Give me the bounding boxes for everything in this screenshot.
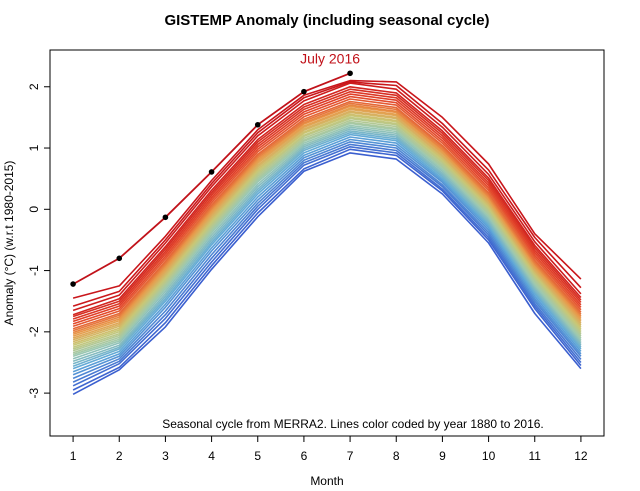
highlight-point xyxy=(116,255,123,262)
series-line-1912 xyxy=(72,130,582,365)
x-tick-label: 12 xyxy=(574,449,588,463)
series-line-1896 xyxy=(72,138,582,376)
series-line-2014 xyxy=(72,81,582,307)
series-line-1916 xyxy=(72,128,582,363)
x-tick-label: 7 xyxy=(347,449,354,463)
y-tick-label: 2 xyxy=(27,83,41,90)
series-line-1932 xyxy=(72,121,582,354)
series-line-1882 xyxy=(72,148,582,391)
x-tick-label: 4 xyxy=(208,449,215,463)
x-tick-label: 3 xyxy=(162,449,169,463)
series-lines xyxy=(72,79,582,396)
series-line-1920 xyxy=(72,126,582,360)
x-tick-label: 10 xyxy=(482,449,496,463)
x-tick-label: 8 xyxy=(393,449,400,463)
series-line-1880 xyxy=(72,152,582,396)
series-line-1936 xyxy=(72,119,582,352)
highlight-series xyxy=(70,70,353,287)
y-tick-label: -3 xyxy=(27,387,41,398)
series-line-1885 xyxy=(72,146,582,387)
y-tick-label: 0 xyxy=(27,206,41,213)
series-line-2008 xyxy=(72,86,582,316)
series-line-1888 xyxy=(72,143,582,383)
series-line-1996 xyxy=(72,93,582,323)
highlight-point xyxy=(208,169,215,175)
highlight-point xyxy=(347,70,353,77)
series-line-1900 xyxy=(72,136,582,373)
y-tick-label: -1 xyxy=(27,265,41,276)
highlight-label: July 2016 xyxy=(300,50,360,66)
highlight-point xyxy=(70,281,76,287)
series-line-2000 xyxy=(72,90,582,320)
series-line-1960 xyxy=(72,110,582,341)
highlight-point xyxy=(162,214,169,221)
series-line-1944 xyxy=(72,116,582,348)
highlight-point xyxy=(301,88,307,95)
x-tick-label: 1 xyxy=(70,449,77,463)
x-tick-label: 11 xyxy=(529,449,542,463)
x-axis-label: Month xyxy=(310,474,343,488)
series-line-1988 xyxy=(72,98,582,328)
y-axis: -3 -2 -1 0 1 2 xyxy=(27,83,50,398)
series-line-1952 xyxy=(72,113,582,345)
y-tick-label: -2 xyxy=(27,326,41,337)
series-line-1980 xyxy=(72,102,582,332)
y-tick-label: 1 xyxy=(27,144,41,151)
series-line-2015 xyxy=(72,79,582,299)
series-line-1992 xyxy=(72,95,582,325)
series-line-1908 xyxy=(72,131,582,367)
series-line-1976 xyxy=(72,104,582,334)
series-line-1984 xyxy=(72,100,582,330)
highlight-point xyxy=(254,121,261,128)
series-line-1892 xyxy=(72,141,582,380)
chart-annotation: Seasonal cycle from MERRA2. Lines color … xyxy=(162,417,544,431)
chart-title: GISTEMP Anomaly (including seasonal cycl… xyxy=(164,12,489,29)
x-axis: 1 2 3 4 5 6 7 8 9 10 11 12 xyxy=(70,436,588,463)
y-axis-label: Anomaly (°C) (w.r.t 1980-2015) xyxy=(2,161,16,326)
x-tick-label: 6 xyxy=(301,449,308,463)
series-line-1924 xyxy=(72,124,582,358)
series-line-1968 xyxy=(72,107,582,337)
series-line-1904 xyxy=(72,133,582,370)
x-tick-label: 2 xyxy=(116,449,123,463)
series-line-2004 xyxy=(72,88,582,318)
x-tick-label: 5 xyxy=(254,449,261,463)
plot-frame xyxy=(49,49,605,437)
x-tick-label: 9 xyxy=(439,449,446,463)
series-line-2012 xyxy=(72,82,582,312)
